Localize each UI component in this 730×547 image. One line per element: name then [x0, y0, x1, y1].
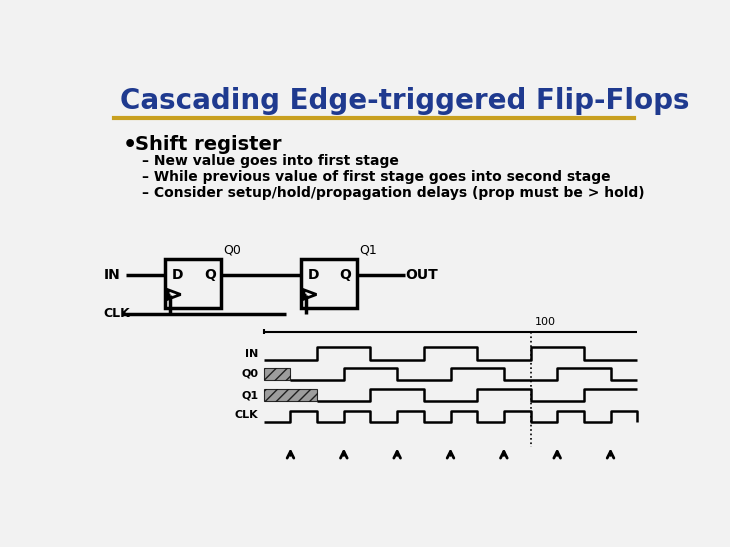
Text: IN: IN: [245, 349, 258, 359]
Text: D: D: [172, 268, 184, 282]
Bar: [264, 389, 317, 401]
Text: •: •: [123, 135, 137, 155]
Text: Q0: Q0: [223, 243, 241, 256]
Text: Q1: Q1: [241, 390, 258, 400]
Text: Q: Q: [204, 268, 216, 282]
Text: CLK: CLK: [234, 410, 258, 420]
Text: IN: IN: [104, 268, 120, 282]
Text: Cascading Edge-triggered Flip-Flops: Cascading Edge-triggered Flip-Flops: [120, 86, 689, 115]
Text: Q: Q: [339, 268, 352, 282]
Text: – New value goes into first stage: – New value goes into first stage: [142, 154, 399, 168]
Text: OUT: OUT: [405, 268, 438, 282]
Text: Q0: Q0: [241, 369, 258, 379]
Text: Shift register: Shift register: [135, 135, 282, 154]
Text: – While previous value of first stage goes into second stage: – While previous value of first stage go…: [142, 170, 611, 184]
Bar: [165, 259, 221, 308]
Text: CLK: CLK: [104, 307, 131, 320]
Bar: [301, 259, 357, 308]
Text: – Consider setup/hold/propagation delays (prop must be > hold): – Consider setup/hold/propagation delays…: [142, 186, 645, 200]
Bar: [264, 368, 291, 380]
Text: 100: 100: [535, 317, 556, 327]
Text: Q1: Q1: [359, 243, 377, 256]
Text: D: D: [308, 268, 320, 282]
